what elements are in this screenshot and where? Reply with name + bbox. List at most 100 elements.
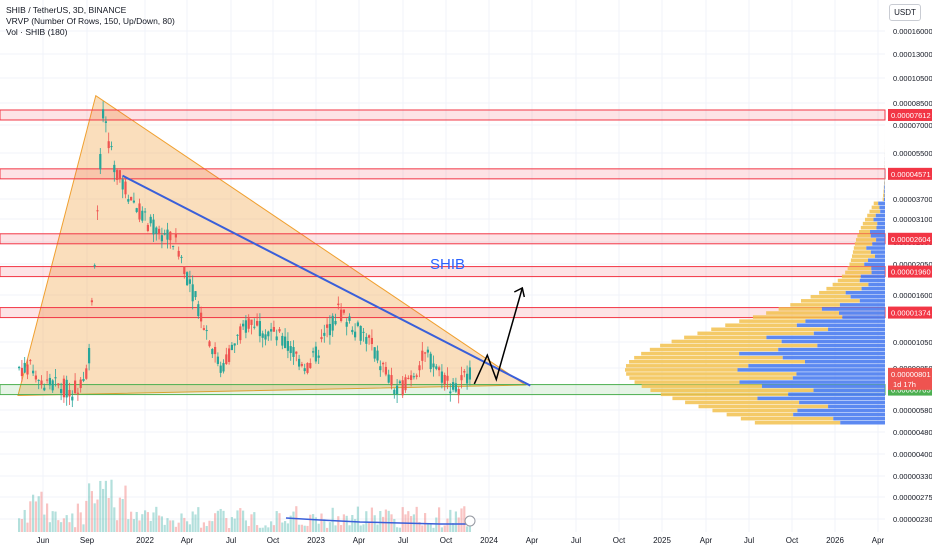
vp-bar-up [778,348,885,352]
volume-bar [320,514,322,532]
resistance-zone [0,110,885,120]
candle-body [469,367,471,379]
volume-bar [326,528,328,532]
candle-body [253,327,255,328]
candle-body [211,349,213,354]
candle-body [329,324,331,335]
candle-body [122,179,124,189]
x-tick-label: Jul [226,536,236,545]
x-tick-label: Jul [744,536,754,545]
volume-bar [158,516,160,532]
resistance-zone [0,308,885,318]
currency-selector[interactable]: USDT [889,4,921,21]
vp-bar-up [833,417,885,421]
candle-body [273,327,275,332]
volume-bar [284,521,286,532]
vp-bar-down [712,409,797,413]
x-tick-label: Oct [440,536,453,545]
vp-bar-up [871,250,885,254]
candle-body [326,324,328,327]
vp-bar-down [883,193,884,197]
volume-bar [371,508,373,532]
vp-bar-down [801,299,860,303]
symbol-title[interactable]: SHIB / TetherUS, 3D, BINANCE [6,5,175,16]
volume-bar [231,517,233,532]
vp-bar-down [852,254,875,258]
vp-bar-down [859,230,870,234]
vp-bar-up [840,303,885,307]
vp-bar-up [860,299,885,303]
vp-bar-up [870,230,885,234]
volume-bar [186,521,188,532]
volume-bar [262,528,264,532]
vp-bar-up [738,368,885,372]
vp-bar-down [642,384,762,388]
vp-bar-up [788,393,885,397]
volume-bar [52,511,54,532]
y-tick-label: 0.00008500 [893,99,932,108]
vp-bar-down [684,336,766,340]
candle-body [441,372,443,383]
candle-body [26,364,28,374]
volume-bar [29,501,31,532]
candle-body [52,380,54,390]
candle-body [169,232,171,240]
candle-body [197,304,199,316]
vp-bar-down [672,340,782,344]
volume-bar [292,512,294,532]
candle-body [239,326,241,340]
volume-bar [57,520,59,532]
candle-body [382,363,384,364]
candle-body [292,347,294,357]
vp-bar-down [626,364,748,368]
vp-bar-up [762,384,885,388]
chart-legend: SHIB / TetherUS, 3D, BINANCE VRVP (Numbe… [6,5,175,38]
volume-bar [71,513,73,532]
candle-body [390,375,392,385]
x-tick-label: Apr [700,536,713,545]
candle-body [393,390,395,394]
candle-body [166,230,168,240]
candle-body [281,336,283,346]
volume-bar [424,513,426,532]
volume-bar [122,499,124,532]
volume-indicator-label[interactable]: Vol · SHIB (180) [6,27,175,38]
volume-bar [32,495,34,532]
candle-body [306,363,308,373]
candle-body [80,380,82,388]
candle-body [74,381,76,394]
candle-body [236,335,238,336]
volume-bar [278,513,280,532]
volume-bar [343,514,345,532]
x-tick-label: Apr [526,536,539,545]
volume-bar [54,512,56,532]
volume-bar [298,525,300,532]
vp-bar-up [797,323,885,327]
candle-body [189,279,191,284]
candle-body [228,348,230,362]
candle-body [180,257,182,258]
volume-bar [211,521,213,532]
candle-body [91,300,93,302]
candle-body [371,338,373,344]
volume-bar [203,522,205,532]
volume-bar [340,525,342,532]
candle-body [340,310,342,321]
volume-bar [74,527,76,532]
vp-bar-up [875,254,885,258]
vp-bar-down [625,368,738,372]
vrvp-indicator-label[interactable]: VRVP (Number Of Rows, 150, Up/Down, 80) [6,16,175,27]
vp-bar-down [867,214,876,218]
vp-bar-up [861,275,885,279]
vp-bar-down [739,319,805,323]
volume-bar [43,515,45,532]
vp-bar-up [851,295,885,299]
vp-bar-up [862,287,885,291]
vp-bar-down [865,218,874,222]
vp-bar-up [799,401,885,405]
vp-bar-down [634,356,783,360]
volume-bar [446,519,448,532]
volume-bar [360,525,362,532]
